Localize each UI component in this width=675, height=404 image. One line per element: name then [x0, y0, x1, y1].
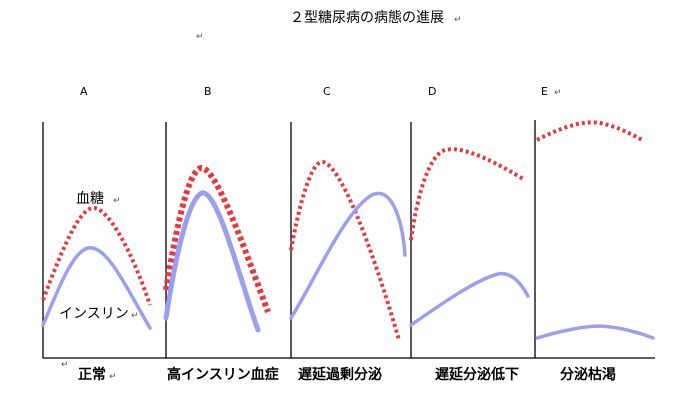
glucose-curve-b — [163, 165, 271, 314]
panel-axes — [42, 120, 655, 359]
panel-label-c: C — [323, 85, 331, 98]
caption-panel-a: 正常 — [78, 366, 106, 383]
paragraph-mark: ↵ — [554, 88, 562, 98]
axis-panel-d — [410, 122, 535, 359]
axis-panel-e — [534, 120, 655, 359]
caption-panel-d: 遅延分泌低下 — [435, 366, 519, 383]
panel-label-a: A — [80, 85, 88, 98]
paragraph-mark: ↵ — [109, 372, 117, 382]
panel-label-b: B — [204, 85, 212, 98]
glucose-curve-e — [536, 120, 644, 142]
diagram-title: ２型糖尿病の病態の進展 — [290, 10, 444, 26]
paragraph-mark: ↵ — [196, 32, 204, 42]
glucose-curve-a — [41, 205, 152, 306]
axis-panel-b — [165, 122, 291, 359]
paragraph-mark: ↵ — [131, 311, 139, 321]
paragraph-mark: ↵ — [61, 360, 69, 370]
caption-panel-e: 分泌枯渇 — [560, 366, 616, 383]
panel-label-d: D — [428, 85, 436, 98]
paragraph-mark: ↵ — [113, 196, 121, 206]
axis-panel-a — [42, 122, 166, 359]
panel-label-e: E — [541, 85, 548, 98]
insulin-curve-e — [535, 324, 655, 340]
insulin-series-label: インスリン — [59, 306, 129, 322]
glucose-curve-d — [409, 147, 527, 241]
paragraph-mark: ↵ — [454, 15, 462, 25]
caption-panel-b: 高インスリン血症 — [167, 366, 279, 383]
insulin-curve-b — [163, 190, 261, 333]
glucose-series-label: 血糖 — [76, 191, 104, 207]
caption-panel-c: 遅延過剰分泌 — [298, 366, 382, 383]
insulin-curve-c — [289, 191, 407, 320]
insulin-curve-d — [409, 271, 530, 327]
insulin-curve-a — [41, 246, 152, 330]
glucose-curve-c — [289, 160, 401, 341]
axis-panel-c — [290, 122, 411, 359]
